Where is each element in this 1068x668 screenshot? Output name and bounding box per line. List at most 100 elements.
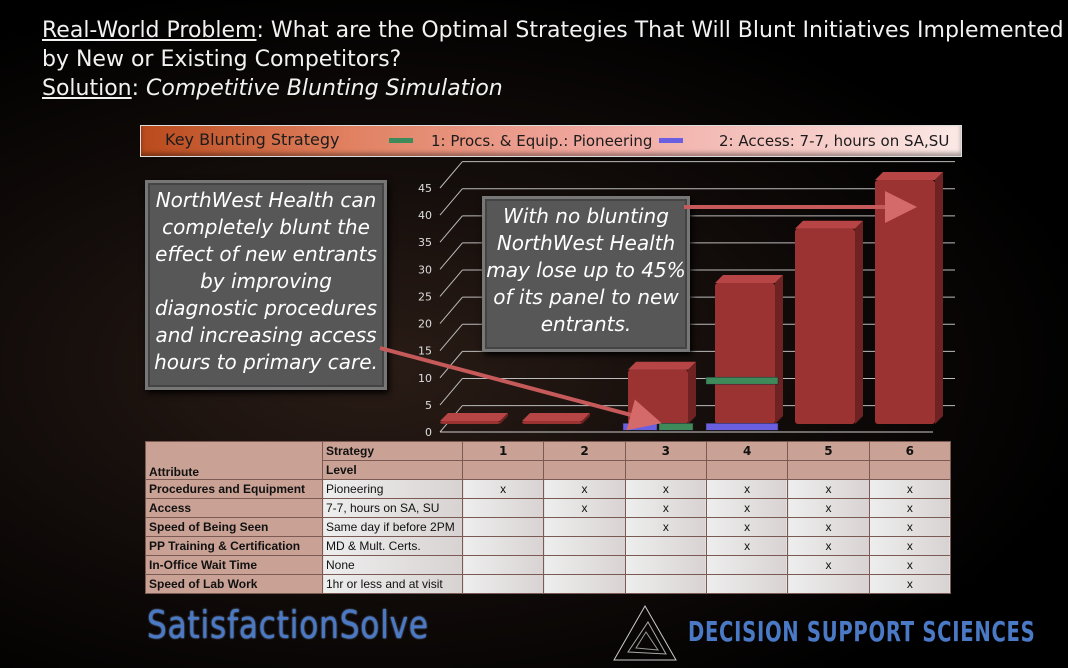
- header-attribute: Attribute: [145, 441, 323, 480]
- row-attribute: Procedures and Equipment: [145, 479, 323, 499]
- row-mark: x: [705, 536, 789, 556]
- strategy-table: Attribute Strategy 1 2 3 4 5 6 Level Pro…: [145, 441, 952, 594]
- y-tick-label: 45: [418, 182, 432, 195]
- row-mark: x: [787, 479, 870, 499]
- table-row: Speed of Lab Work 1hr or less and at visi…: [145, 574, 952, 594]
- legend-swatch-procs: [389, 138, 413, 143]
- flat-bar: [705, 423, 779, 431]
- gridline-diag: [439, 161, 463, 189]
- triangle-logo-icon: [613, 604, 677, 661]
- row-mark: x: [461, 479, 545, 499]
- bar: [440, 421, 500, 424]
- row-mark: [705, 574, 789, 594]
- bar: [522, 421, 582, 424]
- row-mark: x: [787, 555, 870, 575]
- table-row: Speed of Being Seen Same day if before 2P…: [145, 517, 952, 537]
- row-level: Pioneering: [322, 479, 463, 499]
- row-mark: x: [787, 536, 870, 556]
- row-mark: [543, 517, 626, 537]
- bar-top: [440, 413, 508, 421]
- row-mark: [624, 555, 707, 575]
- row-mark: [461, 536, 545, 556]
- problem-label: Real-World Problem: [42, 18, 257, 43]
- row-mark: [624, 536, 707, 556]
- bar-top: [875, 172, 943, 180]
- header-col-5: 5: [787, 441, 870, 461]
- solution-label: Solution: [42, 76, 132, 101]
- flat-bar: [622, 423, 658, 431]
- row-level: None: [322, 555, 463, 575]
- callout-right: With no blunting NorthWest Health may lo…: [482, 196, 690, 352]
- flat-bar: [705, 376, 779, 385]
- row-mark: [705, 555, 789, 575]
- y-tick-label: 0: [425, 426, 432, 439]
- header-col-3: 3: [624, 441, 707, 461]
- row-mark: x: [705, 498, 789, 518]
- row-mark: [461, 517, 545, 537]
- solution-text: Competitive Blunting Simulation: [146, 76, 503, 101]
- bar-top: [628, 361, 696, 370]
- row-mark: [461, 574, 545, 594]
- header-col-4: 4: [705, 441, 789, 461]
- row-mark: [543, 555, 626, 575]
- problem-text: : What are the Optimal Strategies That W…: [42, 18, 1064, 72]
- legend-swatch-access: [659, 138, 683, 143]
- row-level: Same day if before 2PM: [322, 517, 463, 537]
- row-mark: x: [868, 536, 952, 556]
- row-attribute: Speed of Being Seen: [145, 517, 323, 537]
- row-mark: x: [624, 498, 707, 518]
- bar: [715, 283, 775, 424]
- legend-label-procs: 1: Procs. & Equip.: Pioneering: [431, 132, 653, 150]
- row-mark: x: [787, 517, 870, 537]
- table-row: PP Training & Certification MD & Mult. Ce…: [145, 536, 952, 556]
- y-tick-label: 10: [418, 372, 432, 385]
- row-mark: [461, 498, 545, 518]
- row-mark: [543, 574, 626, 594]
- gridline-diag: [439, 323, 463, 351]
- row-level: 1hr or less and at visit: [322, 574, 463, 594]
- row-mark: x: [868, 498, 952, 518]
- bar: [795, 228, 855, 424]
- row-level: 7-7, hours on SA, SU: [322, 498, 463, 518]
- gridline-diag: [439, 351, 463, 379]
- bar-side: [935, 172, 943, 424]
- gridline-diag: [439, 215, 463, 243]
- row-mark: x: [543, 479, 626, 499]
- bar-top: [795, 220, 863, 229]
- row-mark: x: [868, 555, 952, 575]
- header-col-6: 6: [868, 441, 952, 461]
- gridline-diag: [439, 296, 463, 324]
- header-level: Level: [322, 460, 463, 480]
- table-row: In-Office Wait Time None x x: [145, 555, 952, 575]
- decision-support-sciences-logo: DECISION SUPPORT SCIENCES: [688, 615, 1036, 648]
- row-mark: x: [624, 517, 707, 537]
- row-mark: [543, 536, 626, 556]
- row-mark: [461, 555, 545, 575]
- row-attribute: Access: [145, 498, 323, 518]
- y-tick-label: 20: [418, 318, 432, 331]
- bar-top: [715, 275, 783, 284]
- row-mark: x: [868, 517, 952, 537]
- table-row: Access 7-7, hours on SA, SU x x x x x: [145, 498, 952, 518]
- table-row: Procedures and Equipment Pioneering x x x x x x: [145, 479, 952, 499]
- y-tick-label: 15: [418, 345, 432, 358]
- row-mark: x: [543, 498, 626, 518]
- gridline-diag: [439, 378, 463, 406]
- chart-legend: Key Blunting Strategy 1: Procs. & Equip.…: [140, 125, 962, 157]
- row-mark: x: [787, 498, 870, 518]
- row-mark: x: [705, 479, 789, 499]
- legend-label-access: 2: Access: 7-7, hours on SA,SU: [719, 132, 950, 150]
- y-tick-label: 35: [418, 236, 432, 249]
- header-col-2: 2: [543, 441, 626, 461]
- bar: [875, 180, 935, 424]
- bar-side: [775, 275, 783, 424]
- bar-top: [522, 413, 590, 421]
- row-attribute: PP Training & Certification: [145, 536, 323, 556]
- row-mark: x: [868, 574, 952, 594]
- header-strategy: Strategy: [322, 441, 463, 461]
- row-mark: x: [868, 479, 952, 499]
- callout-left: NorthWest Health can completely blunt th…: [145, 180, 387, 390]
- bar-side: [855, 220, 863, 424]
- gridline-diag: [439, 269, 463, 297]
- bar-side: [688, 361, 696, 424]
